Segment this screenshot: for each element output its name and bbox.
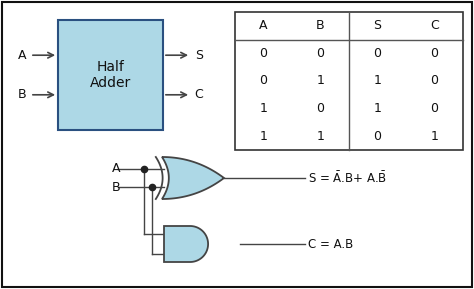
Text: S: S	[374, 19, 382, 32]
Text: 0: 0	[430, 102, 438, 115]
Text: A: A	[259, 19, 268, 32]
Text: 1: 1	[374, 75, 382, 88]
Text: S: S	[195, 49, 203, 62]
Text: 0: 0	[317, 102, 325, 115]
Text: A: A	[18, 49, 26, 62]
Text: C: C	[195, 88, 203, 101]
Text: S = $\mathregular{\bar{A}}$.B+ A.$\mathregular{\bar{B}}$: S = $\mathregular{\bar{A}}$.B+ A.$\mathr…	[308, 170, 387, 186]
Text: 0: 0	[317, 47, 325, 60]
Text: C: C	[430, 19, 439, 32]
Text: B: B	[112, 181, 120, 194]
Polygon shape	[162, 157, 224, 199]
Text: 1: 1	[430, 130, 438, 143]
Text: 0: 0	[430, 47, 438, 60]
Text: 1: 1	[260, 130, 267, 143]
Text: B: B	[18, 88, 27, 101]
Text: 0: 0	[259, 47, 267, 60]
Text: 0: 0	[430, 75, 438, 88]
Text: 0: 0	[374, 130, 382, 143]
Text: 0: 0	[259, 75, 267, 88]
Text: Half
Adder: Half Adder	[90, 60, 131, 90]
Text: A: A	[112, 162, 120, 175]
Text: 1: 1	[317, 130, 324, 143]
Text: 1: 1	[260, 102, 267, 115]
Bar	[58, 20, 163, 130]
Text: C = A.B: C = A.B	[308, 238, 353, 251]
Bar	[235, 12, 463, 150]
Text: 1: 1	[317, 75, 324, 88]
Text: 0: 0	[374, 47, 382, 60]
Text: 1: 1	[374, 102, 382, 115]
Text: B: B	[316, 19, 325, 32]
Polygon shape	[164, 226, 208, 262]
